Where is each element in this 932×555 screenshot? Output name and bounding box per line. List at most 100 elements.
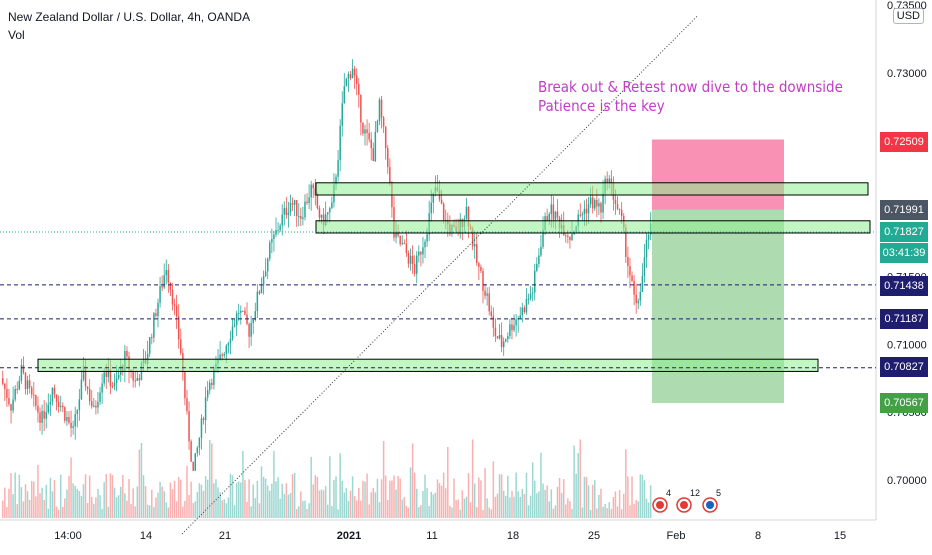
volume-bar [586, 477, 588, 518]
volume-bar [439, 483, 441, 518]
candle-body [31, 388, 33, 395]
candle-body [296, 200, 298, 216]
volume-bar [569, 501, 571, 518]
annotation-text[interactable]: Break out & Retest now dive to the downs… [538, 78, 843, 116]
candle-body [306, 202, 308, 203]
volume-bar [538, 491, 540, 518]
volume-bar [648, 502, 650, 518]
candle-body [474, 244, 476, 246]
candle-body [377, 121, 379, 132]
candle-body [248, 324, 250, 337]
volume-bar [606, 508, 608, 518]
volume-bar [348, 501, 350, 518]
volume-indicator-label[interactable]: Vol [8, 26, 250, 44]
candle-body [221, 355, 223, 356]
candle-body [528, 299, 530, 300]
volume-bar [443, 473, 445, 518]
volume-bar [410, 467, 412, 518]
volume-bar [319, 490, 321, 518]
volume-bar [507, 476, 509, 518]
volume-bar [555, 505, 557, 518]
volume-bar [428, 506, 430, 518]
candle-body [70, 423, 72, 428]
candle-body [195, 453, 197, 470]
volume-bar [294, 473, 296, 518]
candle-body [261, 286, 263, 294]
volume-bar [302, 501, 304, 518]
volume-bar [445, 488, 447, 518]
candle-body [621, 210, 623, 216]
candle-body [174, 304, 176, 305]
volume-bar [333, 480, 335, 518]
candle-body [375, 132, 377, 161]
volume-bar [85, 474, 87, 518]
volume-bar [265, 479, 267, 518]
volume-bar [505, 496, 507, 518]
symbol-title[interactable]: New Zealand Dollar / U.S. Dollar, 4h, OA… [8, 8, 250, 26]
candle-body [381, 100, 383, 118]
volume-bar [16, 504, 18, 518]
candle-body [250, 323, 252, 337]
candle-body [387, 148, 389, 167]
x-tick-label: Feb [667, 530, 686, 542]
volume-bar [592, 485, 594, 518]
volume-bar [536, 493, 538, 518]
candle-body [493, 316, 495, 328]
candle-body [93, 406, 95, 407]
volume-bar [58, 510, 60, 518]
x-tick-label: 15 [834, 530, 846, 542]
volume-bar [112, 475, 114, 518]
y-tick-label: 0.73000 [887, 68, 927, 80]
volume-bar [457, 499, 459, 518]
candle-body [12, 399, 14, 410]
volume-bar [631, 476, 633, 518]
volume-bar [118, 495, 120, 518]
volume-bar [126, 501, 128, 518]
currency-button[interactable]: USD [893, 8, 924, 24]
volume-bar [228, 498, 230, 518]
candle-body [190, 441, 192, 461]
candle-body [348, 74, 350, 79]
candle-body [155, 313, 157, 316]
candle-body [74, 414, 76, 426]
volume-bar [368, 504, 370, 518]
volume-bar [120, 487, 122, 518]
volume-bar [580, 439, 582, 518]
volume-bar [33, 482, 35, 518]
candle-body [505, 339, 507, 341]
volume-bar [594, 480, 596, 518]
candle-body [466, 207, 468, 219]
volume-bar [391, 480, 393, 518]
candle-body [515, 319, 517, 325]
volume-bar [623, 494, 625, 518]
volume-bar [64, 498, 66, 518]
volume-bar [499, 474, 501, 518]
candle-body [646, 240, 648, 258]
candle-body [77, 410, 79, 414]
volume-bar [296, 509, 298, 518]
candle-body [176, 306, 178, 317]
candle-body [557, 212, 559, 218]
volume-bar [352, 476, 354, 518]
candle-body [627, 257, 629, 266]
volume-bar [341, 481, 343, 518]
candle-body [157, 303, 159, 316]
volume-bar [219, 492, 221, 518]
volume-bar [513, 497, 515, 518]
candle-body [360, 95, 362, 123]
volume-bar [577, 453, 579, 518]
candle-body [358, 84, 360, 95]
candle-body [101, 383, 103, 392]
candle-body [265, 271, 267, 276]
volume-bar [19, 475, 21, 518]
candle-body [362, 123, 364, 134]
candle-body [424, 242, 426, 248]
volume-bar [520, 497, 522, 518]
chart-header: New Zealand Dollar / U.S. Dollar, 4h, OA… [8, 8, 250, 44]
volume-bar [205, 476, 207, 518]
candle-body [364, 129, 366, 133]
candle-body [132, 372, 134, 381]
volume-bar [571, 509, 573, 518]
volume-bar [486, 498, 488, 518]
candle-body [43, 411, 45, 419]
